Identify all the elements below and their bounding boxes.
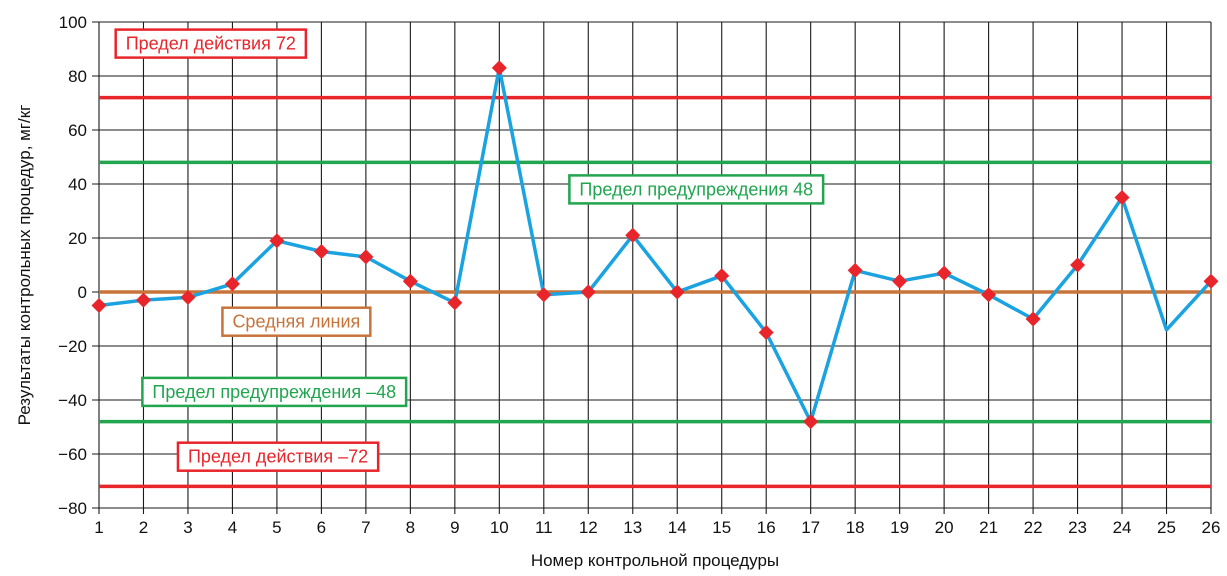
x-tick-label: 8: [406, 518, 415, 537]
data-point-marker: [714, 268, 730, 284]
data-point-marker: [91, 298, 107, 313]
data-point-marker: [180, 289, 196, 305]
x-tick-label: 13: [623, 518, 642, 537]
x-tick-label: 14: [668, 518, 687, 537]
data-point-marker: [536, 287, 552, 303]
data-point-marker: [580, 284, 596, 300]
data-point-marker: [402, 273, 418, 289]
data-point-marker: [669, 284, 685, 300]
y-tick-label: 60: [68, 121, 87, 140]
y-tick-label: 0: [78, 283, 87, 302]
x-tick-label: 1: [94, 518, 103, 537]
data-point-marker: [447, 295, 463, 311]
limit-label-box: [176, 441, 380, 472]
x-axis-label: Номер контрольной процедуры: [531, 551, 779, 570]
x-tick-label: 3: [183, 518, 192, 537]
limit-label-box: [141, 376, 408, 408]
data-point-marker: [1025, 311, 1041, 327]
x-tick-label: 20: [935, 518, 954, 537]
y-tick-label: 20: [68, 229, 87, 248]
data-point-marker: [803, 414, 819, 430]
x-tick-label: 11: [535, 518, 553, 537]
y-axis-label: Результаты контрольных процедур, мг/кг: [15, 105, 34, 426]
x-tick-label: 7: [361, 518, 370, 537]
data-point-marker: [981, 287, 997, 303]
x-tick-label: 9: [450, 518, 459, 537]
limit-lines: [99, 95, 1211, 489]
limit-labels: Предел действия 72 Предел предупреждения …: [114, 28, 825, 472]
limit-label: Предел действия –72: [188, 447, 368, 467]
data-point-marker: [892, 273, 908, 289]
data-point-marker: [491, 60, 507, 76]
x-tick-label: 6: [317, 518, 326, 537]
x-tick-label: 25: [1157, 518, 1176, 537]
x-tick-label: 5: [272, 518, 281, 537]
x-tick-label: 21: [979, 518, 998, 537]
series-line: [98, 66, 1213, 424]
data-point-marker: [313, 244, 329, 259]
data-point-marker: [758, 325, 774, 340]
data-point-marker: [224, 276, 240, 292]
limit-label: Предел действия 72: [126, 34, 296, 54]
y-tick-label: 100: [59, 13, 87, 32]
x-tick-label: 23: [1068, 518, 1087, 537]
data-point-marker: [936, 265, 952, 281]
data-point-marker: [847, 262, 863, 278]
data-point-marker: [625, 227, 641, 243]
x-tick-label: 17: [801, 518, 820, 537]
data-point-marker: [135, 292, 151, 308]
limit-label-box: [568, 174, 825, 205]
data-point-marker: [358, 249, 374, 265]
y-tick-label: −60: [58, 445, 87, 464]
x-tick-label: 12: [579, 518, 598, 537]
limit-label: Предел предупреждения –48: [152, 382, 396, 402]
y-tick-label: −40: [58, 391, 87, 410]
x-tick-label: 10: [490, 518, 509, 537]
grid: [92, 21, 1212, 514]
data-point-marker: [1203, 273, 1219, 289]
limit-label-box: [114, 28, 308, 59]
x-tick-label: 15: [712, 518, 731, 537]
x-tick-label: 4: [228, 518, 237, 537]
data-point-marker: [1070, 257, 1086, 273]
limit-label: Средняя линия: [232, 312, 360, 332]
limit-label: Предел предупреждения 48: [579, 179, 813, 199]
limit-label-box: [221, 306, 372, 337]
x-tick-label: 26: [1202, 518, 1221, 537]
y-tick-label: 40: [68, 175, 87, 194]
data-point-marker: [269, 233, 285, 249]
data-point-marker: [1114, 190, 1130, 205]
x-tick-label: 18: [846, 518, 865, 537]
x-tick-label: 2: [139, 518, 148, 537]
x-tick-label: 22: [1024, 518, 1043, 537]
y-tick-label: −80: [58, 499, 87, 518]
data-series: [91, 60, 1219, 430]
x-tick-label: 24: [1113, 518, 1132, 537]
x-tick-label: 19: [890, 518, 909, 537]
y-tick-label: −20: [58, 337, 87, 356]
x-tick-label: 16: [757, 518, 776, 537]
y-tick-label: 80: [68, 67, 87, 86]
